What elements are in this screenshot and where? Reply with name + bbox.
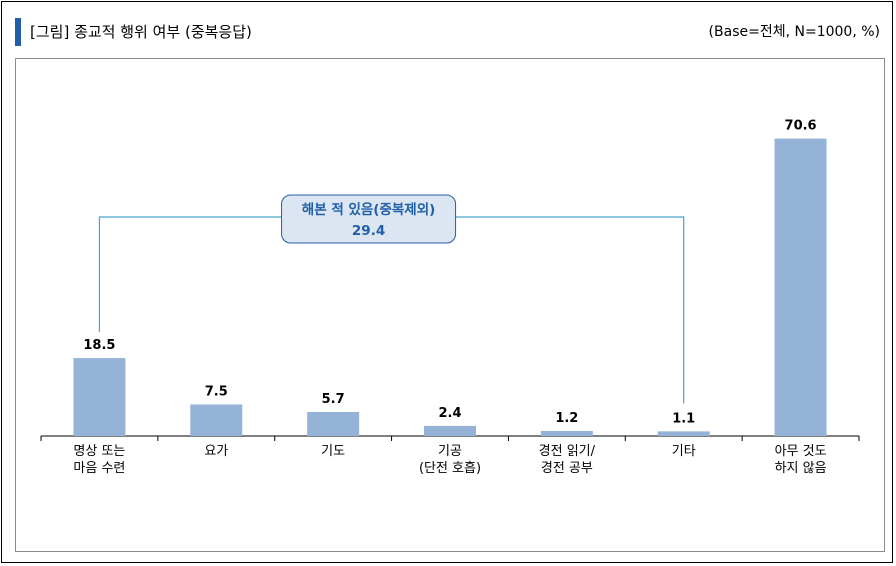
data-label-6: 70.6	[785, 119, 817, 134]
annotation-bracket	[98, 216, 685, 404]
annotation-value: 29.4	[352, 223, 385, 239]
bar-4	[540, 430, 593, 436]
data-label-5: 1.1	[672, 411, 695, 426]
category-label-3: 기공	[438, 444, 462, 459]
category-label-2: 기도	[321, 444, 345, 459]
category-label-0: 명상 또는	[73, 444, 125, 459]
data-label-1: 7.5	[205, 384, 228, 399]
category-label-3: (단전 호흡)	[419, 461, 481, 476]
annotation-callout	[281, 194, 457, 244]
category-label-1: 요가	[204, 444, 228, 459]
bar-6	[774, 138, 827, 436]
category-label-6: 아무 것도	[775, 444, 827, 459]
category-label-6: 하지 않음	[775, 461, 827, 476]
bar-5	[657, 431, 710, 436]
annotation-label: 해본 적 있음(중복제외)	[302, 201, 436, 218]
bar-0	[73, 358, 126, 436]
category-label-5: 기타	[672, 444, 696, 459]
title-accent-bar	[15, 18, 21, 46]
bar-1	[190, 404, 243, 436]
base-note: (Base=전체, N=1000, %)	[708, 24, 880, 40]
category-label-4: 경전 읽기/	[539, 444, 596, 459]
data-label-2: 5.7	[322, 392, 345, 407]
data-label-0: 18.5	[83, 338, 115, 353]
bar-2	[307, 411, 360, 436]
category-label-4: 경전 공부	[541, 461, 593, 476]
figure-title: [그림] 종교적 행위 여부 (중복응답)	[30, 23, 252, 41]
data-label-4: 1.2	[555, 411, 578, 426]
data-label-3: 2.4	[438, 406, 461, 421]
bar-3	[424, 425, 476, 436]
category-label-0: 마음 수련	[73, 461, 125, 476]
